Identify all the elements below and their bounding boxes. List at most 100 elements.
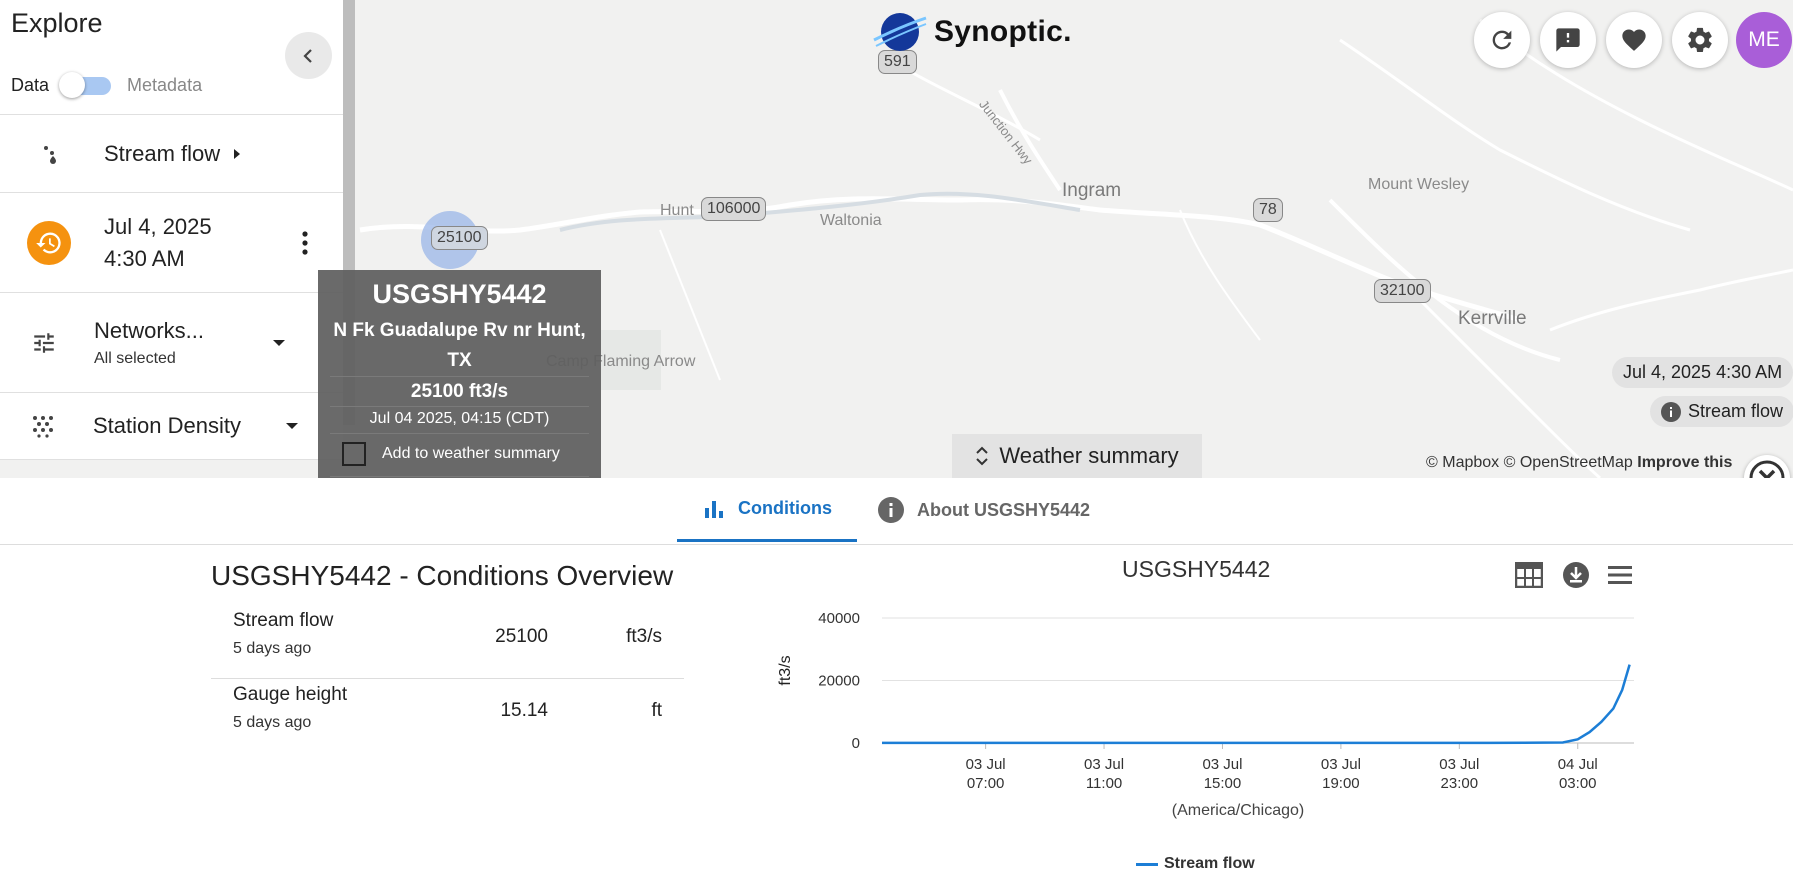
caret-down-icon [286, 423, 298, 429]
road-shield: 106000 [701, 197, 767, 221]
x-tick-label: 04 Jul [1558, 756, 1598, 773]
add-to-summary-label: Add to weather summary [382, 445, 560, 462]
sidebar-title: Explore [11, 8, 103, 38]
map-attribution: © Mapbox © OpenStreetMap Improve this [1426, 454, 1732, 472]
conditions-row: Gauge height 5 days ago 15.14 ft [211, 680, 684, 752]
add-to-summary-checkbox[interactable] [342, 442, 366, 466]
toggle-switch[interactable] [59, 72, 113, 98]
variable-label: Stream flow [104, 140, 221, 166]
date-line2: 4:30 AM [104, 245, 185, 271]
improve-link[interactable]: Improve this [1637, 454, 1733, 471]
expand-icon [976, 446, 989, 466]
feedback-button[interactable] [1540, 12, 1596, 68]
tab-label: About USGSHY5442 [917, 499, 1091, 520]
history-icon [27, 220, 71, 265]
conditions-row: Stream flow 5 days ago 25100 ft3/s [211, 606, 684, 679]
map-label: Kerrville [1458, 308, 1527, 329]
osm-link[interactable]: © OpenStreetMap [1503, 454, 1633, 471]
map-label: Mount Wesley [1368, 176, 1470, 193]
detail-tabs: Conditions About USGSHY5442 [0, 478, 1793, 545]
chart-menu-button[interactable] [1605, 560, 1635, 590]
condition-age: 5 days ago [233, 640, 312, 657]
station-popup: USGSHY5442 N Fk Guadalupe Rv nr Hunt, TX… [318, 270, 601, 500]
x-tick-label: 03 Jul [1321, 756, 1361, 773]
weather-summary-button[interactable]: Weather summary [952, 434, 1202, 478]
x-tick-label: 03 Jul [1084, 756, 1124, 773]
info-icon [1661, 401, 1681, 422]
map-variable-label: Stream flow [1688, 401, 1784, 421]
map-date-chip: Jul 4, 2025 4:30 AM [1612, 357, 1793, 388]
condition-name: Stream flow [233, 610, 334, 631]
date-line1: Jul 4, 2025 [104, 213, 212, 239]
streamflow-chart: 0 20000 40000 03 Jul 07:00 03 Jul 11:00 03 Jul 1… [777, 610, 1634, 819]
road-shield: 78 [1253, 198, 1283, 222]
x-tick-label: 03 Jul [1439, 756, 1479, 773]
station-density-selector[interactable]: Station Density [0, 393, 343, 459]
toggle-label-metadata: Metadata [127, 74, 203, 95]
x-tick-label: 07:00 [967, 775, 1005, 792]
popup-station-name: N Fk Guadalupe Rv nr Hunt, TX [333, 320, 586, 371]
chart-title: USGSHY5442 [1122, 556, 1271, 582]
map-terrain [359, 18, 1793, 478]
map-variable-chip[interactable]: Stream flow [1650, 396, 1793, 427]
sidebar: Explore Data Metadata Stream flow Jul 4,… [0, 0, 343, 460]
add-to-summary-row[interactable]: Add to weather summary [330, 433, 589, 477]
x-tick-label: 23:00 [1441, 775, 1479, 792]
condition-value: 15.14 [500, 700, 548, 721]
tab-conditions[interactable]: Conditions [677, 478, 857, 542]
date-selector[interactable]: Jul 4, 2025 4:30 AM [0, 193, 343, 292]
station-density-label: Station Density [93, 413, 241, 438]
favorite-button[interactable] [1606, 12, 1662, 68]
popup-station-id: USGSHY5442 [372, 279, 547, 309]
variable-selector[interactable]: Stream flow [0, 115, 343, 192]
collapse-sidebar-button[interactable] [285, 32, 332, 79]
bar-chart-icon [705, 500, 723, 518]
x-tick-label: 15:00 [1204, 775, 1242, 792]
more-vert-icon[interactable] [302, 230, 308, 256]
chevron-left-icon [302, 48, 312, 63]
condition-value: 25100 [495, 626, 548, 647]
x-tick-label: 03 Jul [966, 756, 1006, 773]
tab-about[interactable]: About USGSHY5442 [877, 478, 1090, 542]
map-label: Hunt [660, 202, 694, 219]
refresh-button[interactable] [1474, 12, 1530, 68]
station-marker[interactable]: 25100 [431, 226, 488, 250]
table-icon [1515, 562, 1543, 588]
condition-age: 5 days ago [233, 714, 312, 731]
popup-time: Jul 04 2025, 04:15 (CDT) [330, 406, 589, 433]
caret-right-icon [234, 148, 241, 159]
caret-down-icon [273, 339, 285, 346]
road-shield: 32100 [1374, 279, 1431, 303]
condition-unit: ft3/s [626, 626, 662, 647]
networks-sub: All selected [94, 349, 176, 367]
y-tick-label: 20000 [818, 673, 860, 690]
networks-selector[interactable]: Networks... All selected [0, 293, 343, 392]
y-tick-label: 40000 [818, 610, 860, 627]
data-metadata-toggle[interactable]: Data Metadata [11, 72, 202, 98]
condition-name: Gauge height [233, 684, 348, 705]
series-line [882, 664, 1631, 745]
settings-icon [1688, 27, 1712, 52]
x-tick-label: 11:00 [1086, 775, 1122, 792]
chart-legend[interactable]: Stream flow [1136, 855, 1255, 873]
tab-label: Conditions [738, 498, 832, 518]
x-tick-label: 03:00 [1559, 775, 1597, 792]
download-button[interactable] [1561, 560, 1591, 590]
logo-icon [873, 13, 927, 51]
conditions-title: USGSHY5442 - Conditions Overview [211, 560, 674, 591]
download-icon [1563, 562, 1589, 588]
synoptic-logo: Synoptic. [872, 12, 1072, 52]
density-icon [33, 416, 53, 438]
stream-flow-icon [44, 145, 56, 164]
feedback-icon [1556, 28, 1580, 52]
map-label: Waltonia [820, 212, 882, 229]
settings-button[interactable] [1672, 12, 1728, 68]
condition-unit: ft [651, 700, 662, 721]
legend-label: Stream flow [1164, 855, 1255, 872]
x-axis-label: (America/Chicago) [1172, 802, 1304, 819]
tune-icon [34, 332, 54, 353]
menu-icon [1608, 566, 1632, 584]
mapbox-link[interactable]: © Mapbox [1426, 454, 1500, 471]
user-avatar[interactable]: ME [1736, 12, 1792, 68]
table-view-button[interactable] [1514, 560, 1544, 590]
